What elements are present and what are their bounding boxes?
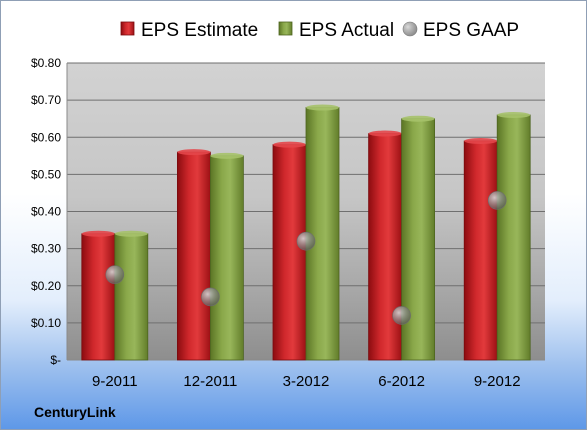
- y-tick-label: $0.10: [31, 316, 61, 330]
- bar-cap: [464, 137, 498, 144]
- bar-cap: [401, 115, 435, 122]
- x-tick-label: 3-2012: [283, 373, 330, 390]
- y-tick-label: $0.40: [31, 205, 61, 219]
- y-tick-label: $0.30: [31, 242, 61, 256]
- bar-eps-estimate: [176, 151, 211, 361]
- y-tick-label: $0.20: [31, 279, 61, 293]
- legend-label: EPS GAAP: [423, 20, 519, 41]
- y-tick-label: $0.80: [31, 56, 61, 70]
- y-tick-label: $-: [50, 353, 61, 367]
- bar-cap: [114, 230, 148, 237]
- bar-eps-estimate: [368, 133, 403, 361]
- bar-cap: [177, 149, 211, 156]
- legend-swatch-eps-gaap: [402, 21, 418, 37]
- bar-cap: [368, 130, 402, 137]
- bar-eps-actual: [401, 118, 436, 361]
- marker-eps-gaap: [296, 231, 316, 251]
- bar-cap: [273, 141, 306, 148]
- bar-cap: [306, 104, 339, 111]
- y-tick-label: $0.50: [31, 167, 61, 181]
- y-tick-label: $0.70: [31, 93, 61, 107]
- marker-eps-gaap: [105, 265, 125, 284]
- bar-eps-actual: [496, 114, 531, 361]
- legend-swatch-eps-actual: [278, 21, 293, 36]
- bar-eps-actual: [114, 233, 149, 361]
- x-tick-label: 9-2011: [92, 373, 138, 390]
- bar-cap: [497, 111, 531, 118]
- bar-eps-estimate: [463, 140, 498, 361]
- bar-eps-estimate: [272, 144, 307, 361]
- marker-eps-gaap: [487, 191, 507, 210]
- legend-label: EPS Actual: [299, 20, 394, 41]
- bar-eps-actual: [209, 155, 244, 361]
- marker-eps-gaap: [201, 287, 220, 307]
- bar-cap: [210, 152, 244, 159]
- x-tick-label: 12-2011: [183, 373, 237, 390]
- x-tick-label: 9-2012: [474, 373, 521, 390]
- legend-label: EPS Estimate: [141, 20, 258, 41]
- legend-swatch-eps-estimate: [120, 21, 135, 36]
- y-tick-label: $0.60: [31, 130, 61, 144]
- bar-eps-estimate: [81, 233, 116, 361]
- bar-cap: [81, 230, 115, 237]
- company-label: CenturyLink: [34, 404, 116, 420]
- x-tick-label: 6-2012: [378, 373, 425, 390]
- marker-eps-gaap: [392, 306, 411, 325]
